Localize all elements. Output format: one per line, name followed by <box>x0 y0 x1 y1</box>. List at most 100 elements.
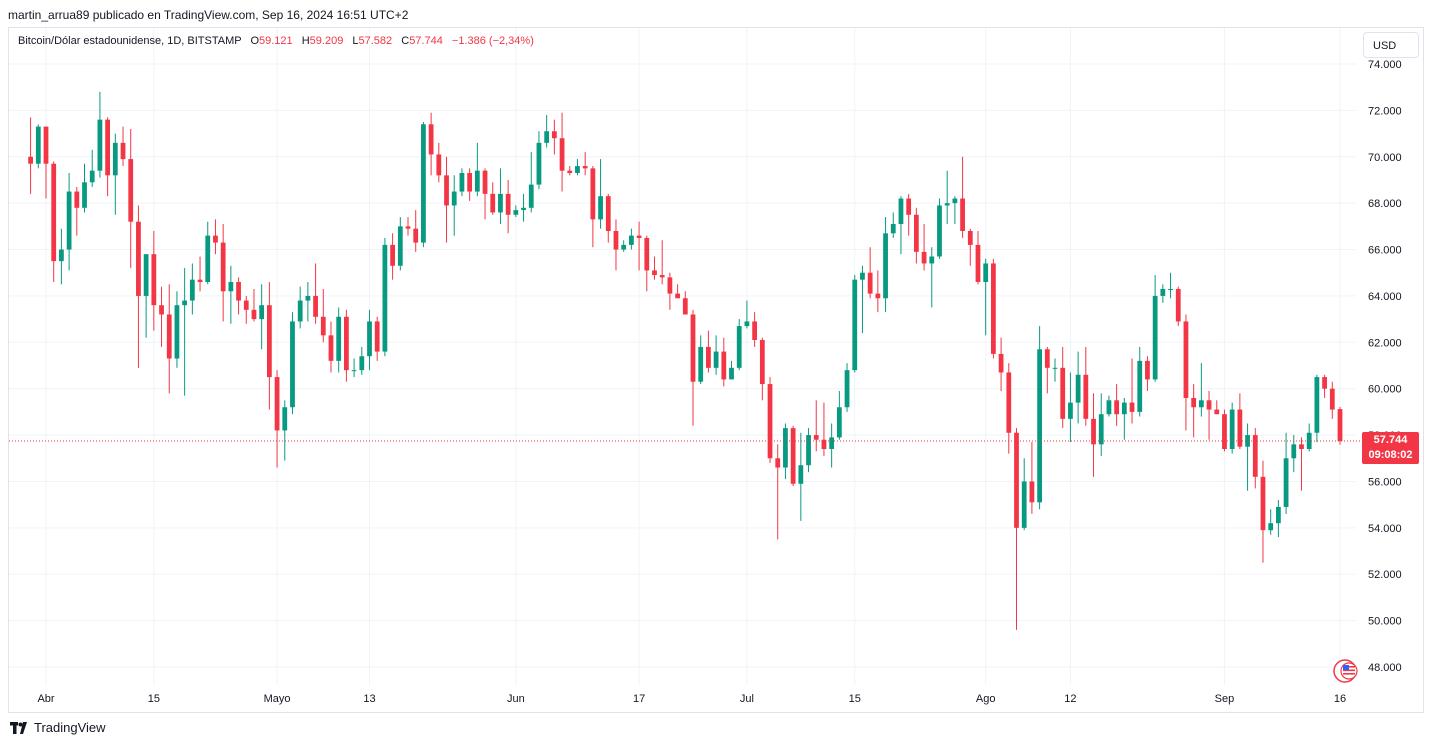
candle[interactable] <box>598 159 603 229</box>
candle[interactable] <box>428 112 434 176</box>
candle[interactable] <box>451 175 457 236</box>
candle[interactable] <box>698 335 704 385</box>
candle[interactable] <box>436 142 442 183</box>
candle[interactable] <box>474 142 480 197</box>
candle[interactable] <box>991 258 996 359</box>
candle[interactable] <box>498 168 503 225</box>
candle[interactable] <box>35 124 41 169</box>
candle[interactable] <box>43 126 49 199</box>
candle[interactable] <box>166 284 172 394</box>
candle[interactable] <box>1052 358 1058 382</box>
candle[interactable] <box>783 423 788 480</box>
candle[interactable] <box>1114 384 1120 426</box>
candle[interactable] <box>1175 286 1181 327</box>
candle[interactable] <box>367 309 372 371</box>
candle[interactable] <box>1260 460 1266 563</box>
candle[interactable] <box>1229 402 1235 454</box>
candle[interactable] <box>729 360 734 380</box>
candle[interactable] <box>528 152 534 213</box>
candle[interactable] <box>813 400 819 452</box>
candle[interactable] <box>1214 400 1220 415</box>
candle[interactable] <box>752 312 758 347</box>
candle[interactable] <box>521 193 526 222</box>
candle[interactable] <box>1121 397 1127 440</box>
candle[interactable] <box>798 432 804 521</box>
candle[interactable] <box>667 272 673 310</box>
candle[interactable] <box>320 288 326 343</box>
candle[interactable] <box>382 237 388 357</box>
candle[interactable] <box>1245 423 1250 491</box>
candle[interactable] <box>136 205 141 368</box>
candle[interactable] <box>213 219 218 255</box>
candle[interactable] <box>1168 272 1173 299</box>
candle[interactable] <box>706 330 711 373</box>
candle[interactable] <box>628 228 634 250</box>
candle[interactable] <box>305 282 311 322</box>
candle[interactable] <box>74 186 80 236</box>
candle[interactable] <box>1306 423 1312 452</box>
candle[interactable] <box>151 230 157 331</box>
candle[interactable] <box>929 247 935 308</box>
candle[interactable] <box>1091 393 1096 477</box>
candle[interactable] <box>883 217 888 313</box>
candle[interactable] <box>821 402 827 456</box>
candle[interactable] <box>1322 374 1327 398</box>
candle[interactable] <box>444 156 449 243</box>
candle[interactable] <box>1191 384 1197 438</box>
candle[interactable] <box>636 221 642 271</box>
candle[interactable] <box>736 319 742 371</box>
candle[interactable] <box>189 263 195 315</box>
candle[interactable] <box>952 196 958 225</box>
candle[interactable] <box>51 161 57 283</box>
candle[interactable] <box>1044 346 1050 394</box>
candle[interactable] <box>536 131 542 190</box>
candle[interactable] <box>405 217 411 236</box>
candle[interactable] <box>590 166 596 248</box>
candle[interactable] <box>1037 326 1042 510</box>
candle[interactable] <box>544 115 550 148</box>
candle[interactable] <box>721 337 727 387</box>
candle[interactable] <box>913 207 919 264</box>
candle[interactable] <box>1275 500 1281 538</box>
candle[interactable] <box>744 300 750 329</box>
candle[interactable] <box>605 193 611 243</box>
candle[interactable] <box>860 265 865 334</box>
candle[interactable] <box>1137 346 1143 417</box>
symbol-name[interactable]: Bitcoin/Dólar estadounidense, 1D, BITSTA… <box>18 35 242 47</box>
candle[interactable] <box>112 133 118 215</box>
candle[interactable] <box>1152 275 1158 382</box>
candle[interactable] <box>459 168 465 197</box>
candle[interactable] <box>1237 393 1243 449</box>
candle[interactable] <box>128 128 134 269</box>
candle[interactable] <box>59 228 64 285</box>
candle[interactable] <box>1160 284 1166 303</box>
candle[interactable] <box>1283 432 1289 514</box>
candle[interactable] <box>413 210 419 252</box>
candle[interactable] <box>867 247 873 299</box>
candle[interactable] <box>243 295 249 324</box>
candle[interactable] <box>228 265 234 324</box>
candle[interactable] <box>1299 437 1304 491</box>
candle[interactable] <box>690 309 696 426</box>
candle[interactable] <box>1268 509 1274 535</box>
candle[interactable] <box>1029 442 1035 514</box>
candle[interactable] <box>1014 428 1019 630</box>
candle[interactable] <box>236 277 241 315</box>
candle[interactable] <box>397 217 403 271</box>
candle[interactable] <box>105 117 111 197</box>
candle[interactable] <box>675 284 680 299</box>
candle[interactable] <box>890 212 896 238</box>
candle[interactable] <box>682 291 688 315</box>
candle[interactable] <box>1183 314 1189 431</box>
candle[interactable] <box>328 321 334 373</box>
candle[interactable] <box>829 423 835 468</box>
candle[interactable] <box>898 196 904 255</box>
candle[interactable] <box>120 126 126 167</box>
candle[interactable] <box>659 240 665 285</box>
candle[interactable] <box>960 156 965 238</box>
candle[interactable] <box>906 193 912 236</box>
candle[interactable] <box>82 163 87 213</box>
candle[interactable] <box>1222 409 1227 452</box>
candle[interactable] <box>274 370 280 468</box>
